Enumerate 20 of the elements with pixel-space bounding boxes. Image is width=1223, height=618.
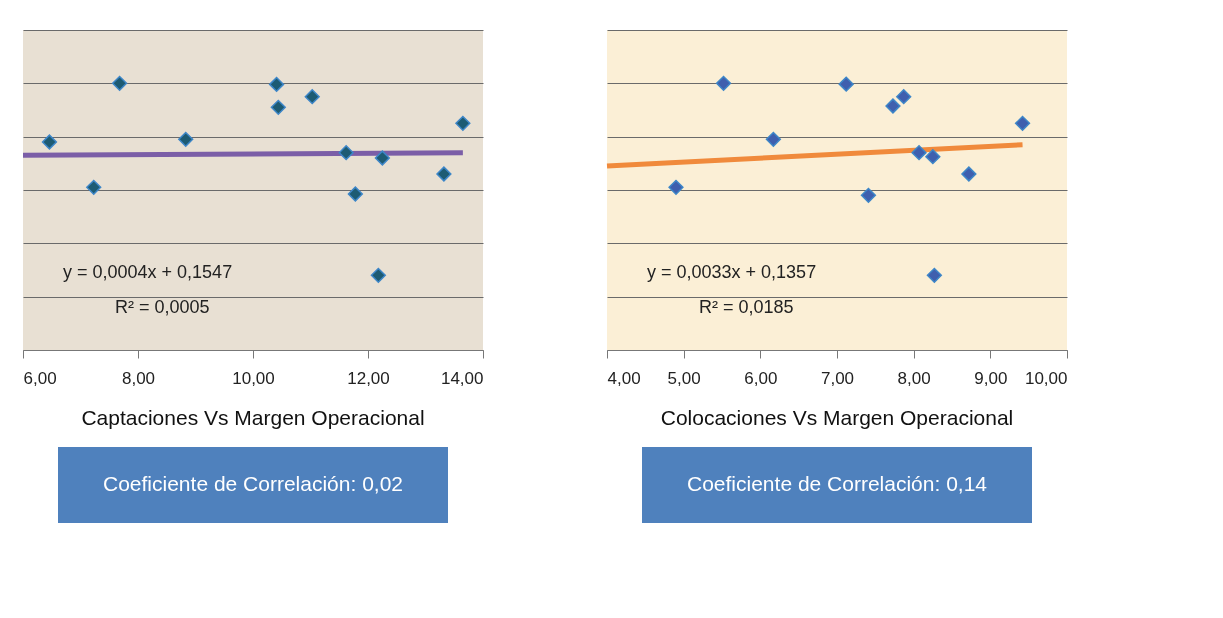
x-tick-label: 5,00 — [667, 368, 701, 388]
x-tick-label: 9,00 — [974, 368, 1008, 388]
x-tick-label: 7,00 — [820, 368, 855, 388]
annotation: y = 0,0004x + 0,1547 — [63, 262, 233, 283]
x-tick-label: 10,00 — [232, 368, 275, 388]
x-tick-label: 8,00 — [897, 368, 931, 388]
x-tick-label: 6,00 — [23, 368, 57, 388]
text: Coeficiente de Correlación: 0,02 — [102, 472, 404, 495]
annotation: y = 0,0033x + 0,1357 — [647, 262, 817, 283]
x-tick-label: 6,00 — [744, 368, 778, 388]
x-tick-label: 4,00 — [607, 368, 641, 388]
text: Captaciones Vs Margen Operacional — [81, 406, 425, 429]
annotation: R² = 0,0005 — [115, 297, 210, 318]
x-tick-label: 12,00 — [347, 368, 390, 388]
text: Coeficiente de Correlación: 0,14 — [686, 472, 988, 495]
x-tick-label: 14,00 — [440, 368, 484, 388]
x-tick-label: 10,00 — [1024, 368, 1068, 388]
x-tick-label: 8,00 — [121, 368, 156, 388]
annotation: R² = 0,0185 — [699, 297, 794, 318]
text: Colocaciones Vs Margen Operacional — [660, 406, 1014, 429]
